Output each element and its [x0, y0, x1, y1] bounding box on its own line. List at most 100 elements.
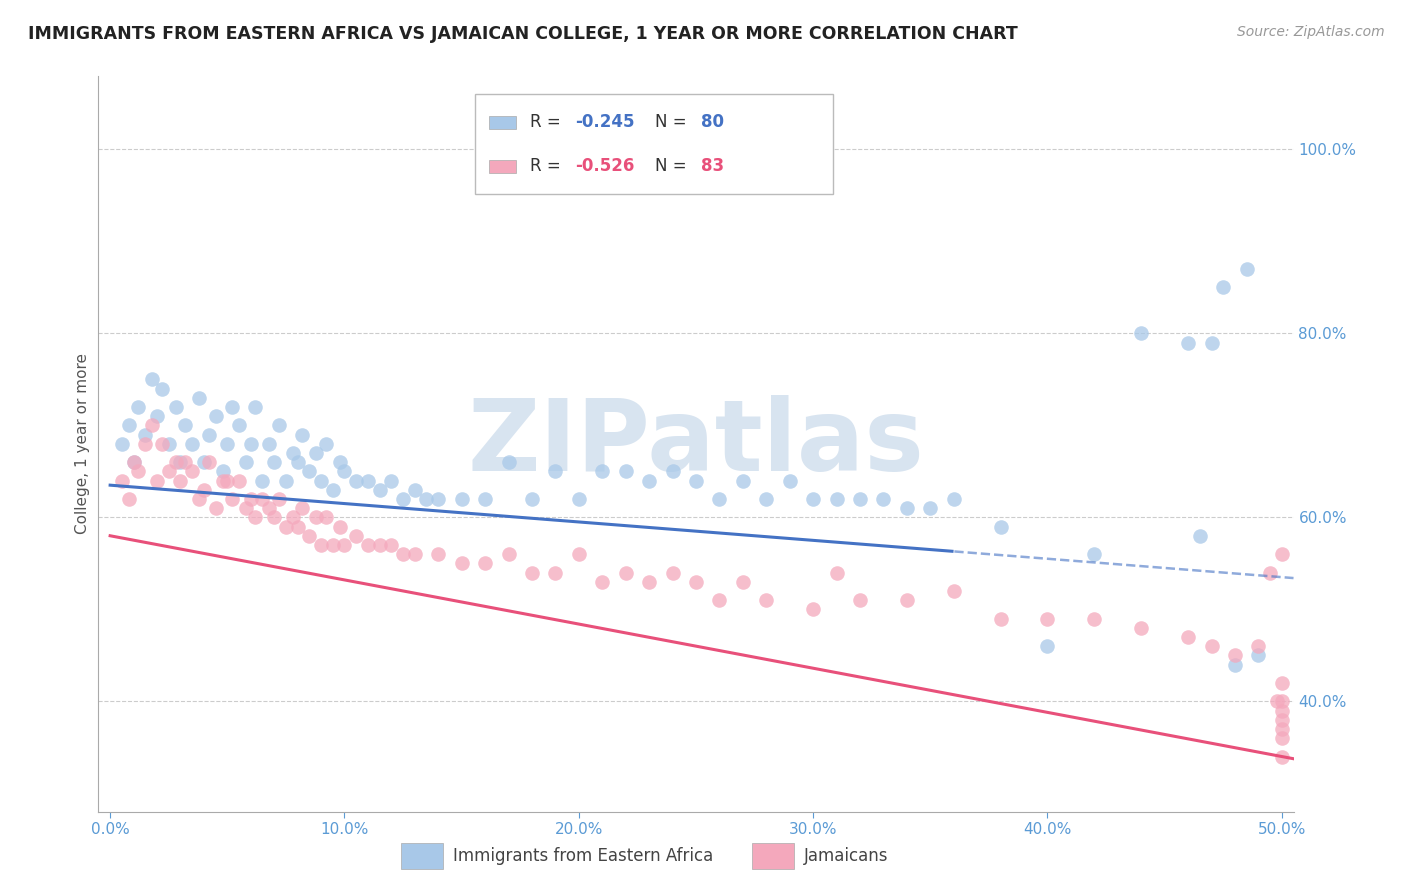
Point: [252, 474, 274, 488]
Point: [188, 491, 211, 506]
Point: [239, 436, 262, 450]
Point: [259, 501, 281, 516]
Point: [427, 547, 450, 561]
Point: [1271, 722, 1294, 736]
Point: [157, 436, 180, 450]
Text: N =: N =: [655, 157, 692, 176]
Point: [685, 474, 707, 488]
Point: [1036, 611, 1059, 625]
Point: [1258, 566, 1281, 580]
Point: [181, 464, 204, 478]
Point: [380, 538, 402, 552]
Point: [920, 501, 942, 516]
Point: [141, 418, 163, 433]
Point: [1236, 262, 1258, 277]
Point: [252, 491, 274, 506]
Point: [274, 519, 297, 533]
Point: [211, 474, 233, 488]
Point: [291, 427, 314, 442]
Y-axis label: College, 1 year or more: College, 1 year or more: [75, 353, 90, 534]
Point: [193, 455, 215, 469]
Point: [287, 519, 309, 533]
Point: [329, 519, 352, 533]
Point: [291, 501, 314, 516]
Point: [309, 538, 332, 552]
FancyBboxPatch shape: [401, 843, 443, 869]
Point: [1201, 639, 1223, 653]
Point: [392, 491, 415, 506]
Point: [872, 491, 894, 506]
Text: -0.526: -0.526: [575, 157, 634, 176]
Point: [450, 557, 472, 571]
FancyBboxPatch shape: [475, 95, 834, 194]
Point: [1130, 326, 1153, 341]
Point: [344, 474, 367, 488]
Point: [274, 474, 297, 488]
Point: [259, 436, 281, 450]
Point: [134, 427, 156, 442]
Point: [1083, 547, 1105, 561]
Text: 80: 80: [700, 113, 724, 131]
Point: [614, 464, 637, 478]
Point: [211, 464, 233, 478]
Point: [404, 483, 426, 497]
Point: [281, 446, 304, 460]
Point: [731, 574, 754, 589]
Point: [591, 574, 613, 589]
Point: [392, 547, 415, 561]
Point: [298, 529, 321, 543]
Point: [755, 593, 778, 607]
Point: [1271, 731, 1294, 746]
Point: [638, 574, 661, 589]
Point: [245, 510, 267, 524]
Point: [193, 483, 215, 497]
Point: [169, 455, 191, 469]
Point: [731, 474, 754, 488]
Point: [217, 474, 239, 488]
Point: [169, 474, 191, 488]
Point: [544, 566, 567, 580]
Point: [779, 474, 801, 488]
Point: [322, 483, 344, 497]
Point: [1271, 676, 1294, 690]
Point: [204, 409, 226, 424]
Text: Source: ZipAtlas.com: Source: ZipAtlas.com: [1237, 25, 1385, 39]
Text: R =: R =: [530, 113, 565, 131]
Point: [263, 510, 285, 524]
Point: [368, 483, 391, 497]
Point: [638, 474, 661, 488]
Point: [197, 427, 219, 442]
Point: [235, 455, 257, 469]
Point: [990, 611, 1012, 625]
Point: [127, 400, 149, 414]
Point: [1177, 630, 1199, 644]
Point: [415, 491, 437, 506]
Point: [709, 491, 731, 506]
Point: [474, 491, 496, 506]
Point: [333, 464, 356, 478]
Point: [322, 538, 344, 552]
Point: [165, 455, 187, 469]
Point: [204, 501, 226, 516]
Point: [1247, 639, 1270, 653]
Point: [520, 566, 543, 580]
FancyBboxPatch shape: [489, 160, 516, 173]
Point: [568, 547, 591, 561]
Point: [1130, 621, 1153, 635]
Point: [157, 464, 180, 478]
Point: [755, 491, 778, 506]
Point: [329, 455, 352, 469]
Point: [221, 400, 243, 414]
Point: [685, 574, 707, 589]
Point: [281, 510, 304, 524]
FancyBboxPatch shape: [752, 843, 794, 869]
Point: [661, 464, 683, 478]
Text: IMMIGRANTS FROM EASTERN AFRICA VS JAMAICAN COLLEGE, 1 YEAR OR MORE CORRELATION C: IMMIGRANTS FROM EASTERN AFRICA VS JAMAIC…: [28, 25, 1018, 43]
Point: [197, 455, 219, 469]
Point: [661, 566, 683, 580]
Point: [1177, 335, 1199, 350]
Point: [825, 566, 848, 580]
Point: [165, 400, 187, 414]
Point: [111, 474, 134, 488]
Point: [1036, 639, 1059, 653]
